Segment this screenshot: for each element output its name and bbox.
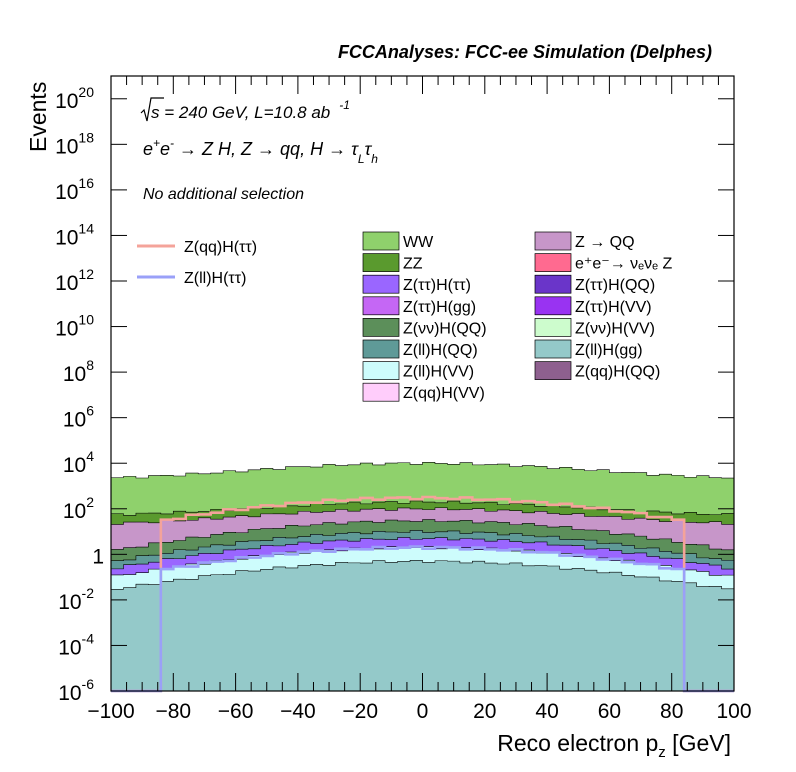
y-tick-label: 10-2 (58, 585, 94, 614)
y-axis-label: Events (25, 82, 51, 152)
legend-label: Z(qq)H(VV) (403, 385, 485, 402)
x-tick-label: −60 (218, 700, 254, 723)
sqrt-symbol (140, 97, 164, 122)
x-tick-label: −40 (280, 700, 316, 723)
svg-text:s = 240 GeV, L=10.8 ab-1: s = 240 GeV, L=10.8 ab -1 (151, 98, 350, 122)
legend-swatch (362, 231, 400, 251)
x-tick-label: 80 (660, 700, 683, 723)
legend-label: Z → QQ (575, 234, 635, 251)
chart-title: FCCAnalyses: FCC-ee Simulation (Delphes) (337, 42, 712, 62)
legend-swatch (534, 274, 572, 294)
y-tick-label: 10-4 (58, 630, 94, 659)
y-tick-label: 106 (63, 403, 94, 432)
x-tick-label: 100 (716, 700, 751, 723)
legend-label: Z(qq)H(QQ) (575, 364, 660, 381)
legend-swatch (534, 361, 572, 380)
x-tick-label: −100 (87, 700, 134, 723)
x-tick-label: 0 (417, 700, 429, 723)
y-tick-label: 104 (63, 448, 94, 477)
y-tick-label: 108 (63, 357, 94, 386)
legend-label: Z(ττ)H(ττ) (403, 277, 471, 294)
y-tick-label: 102 (63, 494, 94, 523)
x-tick-label: 40 (535, 700, 558, 723)
signal-line-2 (111, 545, 734, 693)
process-annotation: e+e- → Z H, Z → qq, H → τLτh (143, 136, 378, 166)
legend-swatch (362, 361, 400, 380)
legend-label: Z(ττ)H(VV) (575, 299, 652, 316)
legend-label: Z(ττ)H(QQ) (575, 277, 655, 294)
legend-swatch (534, 231, 572, 251)
histogram-layer (110, 462, 735, 692)
legend-swatch (362, 339, 400, 359)
x-tick-label: −20 (342, 700, 378, 723)
legend-swatch (362, 318, 400, 337)
histogram-z-ll-h-gg- (110, 559, 735, 692)
legend-swatch (534, 253, 572, 272)
y-tick-label: 1010 (55, 312, 94, 341)
selection-annotation: No additional selection (143, 186, 304, 203)
legend-label: ZZ (403, 256, 423, 273)
y-tick-label: 1014 (55, 220, 94, 249)
legend-swatch (534, 318, 572, 337)
y-tick-label: 10-6 (58, 676, 94, 705)
legend-swatch (362, 296, 400, 316)
legend-signal-label: Z(qq)H(ττ) (184, 239, 257, 256)
legend-signal-label: Z(ll)H(ττ) (184, 270, 246, 287)
x-tick-label: 60 (598, 700, 621, 723)
legend-label: WW (403, 234, 434, 251)
y-tick-label: 1018 (55, 129, 94, 158)
legend-label: Z(ll)H(QQ) (403, 342, 478, 359)
legend-swatch (362, 274, 400, 294)
legend-swatch (362, 382, 400, 402)
legend-label: e⁺e⁻→ νₑνₑ Z (575, 256, 672, 273)
legend-label: Z(ττ)H(gg) (403, 299, 476, 316)
legend-swatch (534, 339, 572, 359)
legend: Z(qq)H(ττ) Z(ll)H(ττ) WW ZZ Z(ττ)H(ττ) Z(ττ)H… (137, 231, 672, 402)
tick-layer: −100 −80 −60 −40 −20 0 20 40 60 80 100 1020 1018 1016… (55, 76, 752, 723)
legend-label: Z(νν)H(VV) (575, 320, 655, 337)
x-axis-label: Reco electron pz [GeV] (497, 730, 731, 761)
legend-swatch (534, 296, 572, 316)
energy-annotation: s = 240 GeV, L=10.8 ab -1 (140, 97, 350, 122)
x-tick-label: 20 (473, 700, 496, 723)
legend-label: Z(νν)H(QQ) (403, 320, 487, 337)
legend-label: Z(ll)H(gg) (575, 342, 643, 359)
signal-line-layer (111, 495, 734, 693)
y-tick-label: 1020 (55, 84, 94, 113)
y-tick-label: 1012 (55, 266, 94, 295)
y-tick-label: 1016 (55, 175, 94, 204)
signal-line-1 (111, 495, 734, 693)
legend-label: Z(ll)H(VV) (403, 364, 474, 381)
legend-swatch (362, 253, 400, 272)
x-tick-label: −80 (155, 700, 191, 723)
y-tick-label: 1 (92, 545, 104, 568)
